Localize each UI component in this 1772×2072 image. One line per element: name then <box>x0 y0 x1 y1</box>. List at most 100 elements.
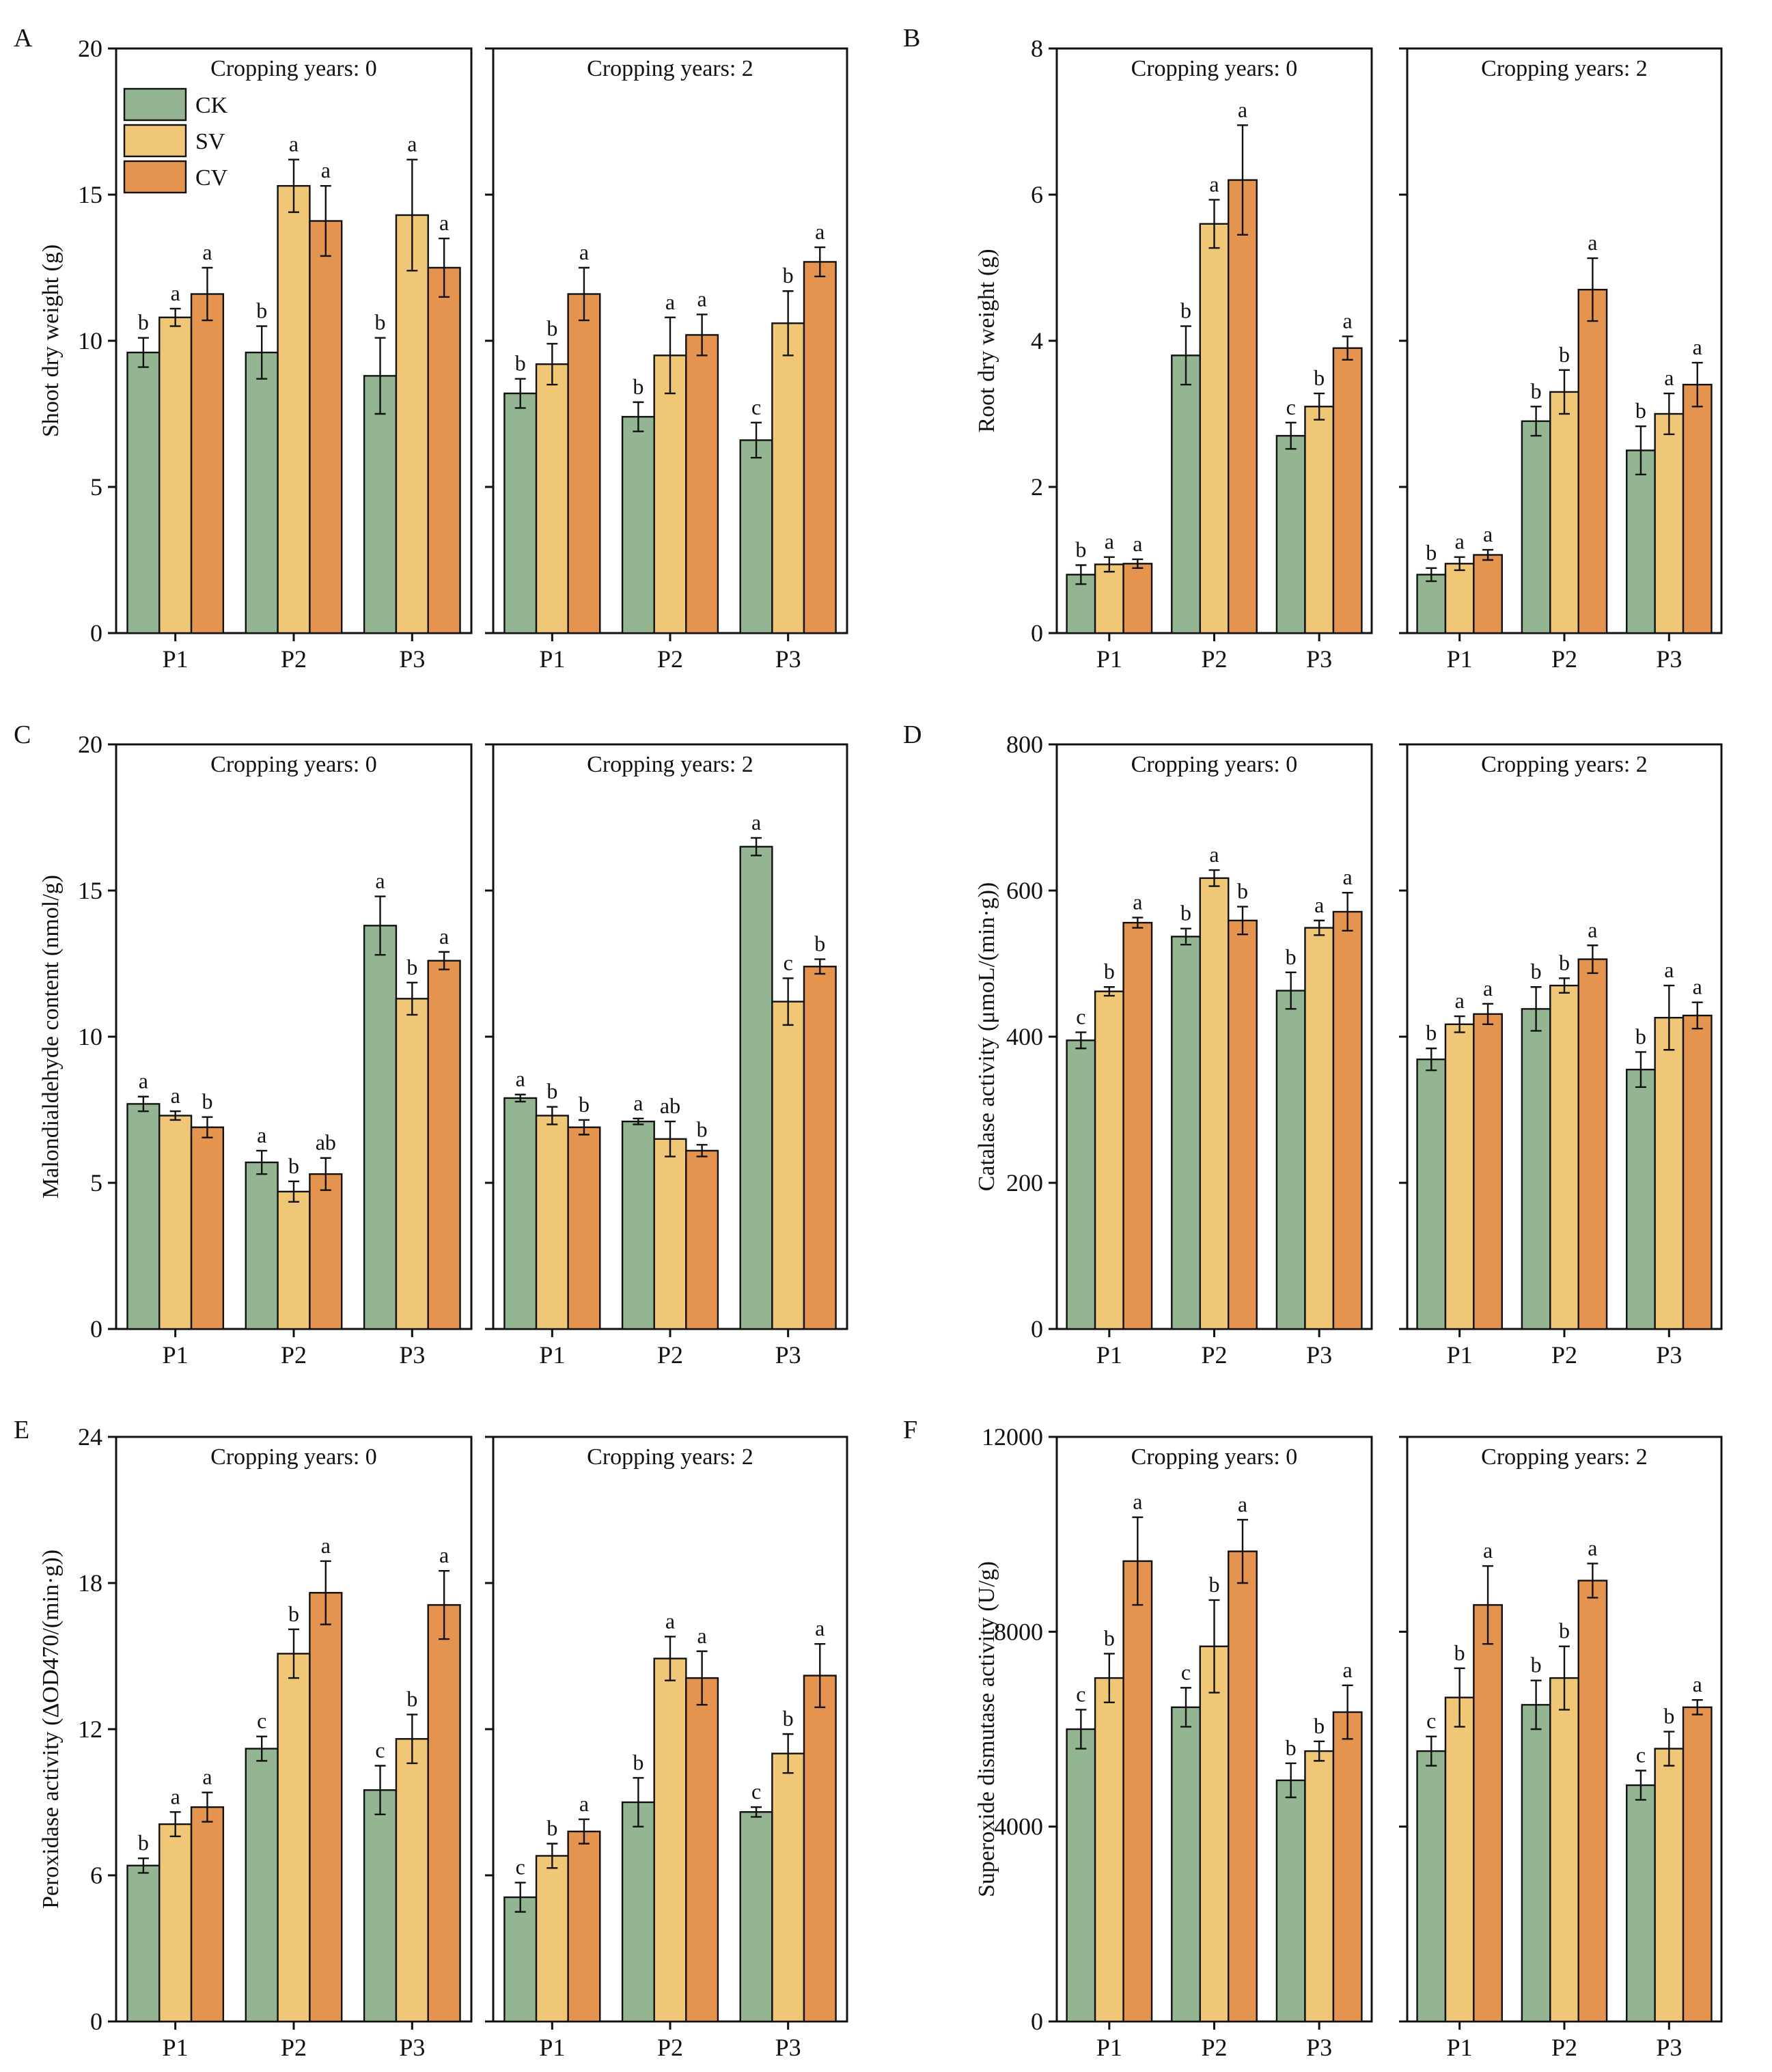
bar-cv <box>427 266 461 634</box>
bar-sv <box>535 1115 569 1330</box>
bar-cv <box>1228 1550 1258 2023</box>
significance-label: b <box>1531 959 1542 983</box>
significance-label: b <box>1209 1572 1220 1597</box>
panel-title: Cropping years: 2 <box>1481 56 1648 81</box>
significance-label: c <box>1181 1660 1191 1684</box>
x-tick-label: P3 <box>775 645 801 673</box>
significance-label: a <box>171 1784 180 1808</box>
x-tick-label: P1 <box>539 645 565 673</box>
bar-cv <box>1682 1014 1713 1330</box>
legend-swatch-cv <box>123 160 187 194</box>
y-tick-label: 12000 <box>982 1423 1043 1451</box>
significance-label: b <box>515 351 526 376</box>
significance-label: a <box>1343 309 1353 333</box>
y-tick-label: 4 <box>1031 327 1043 354</box>
y-axis-label: Malondialdehyde content (nmol/g) <box>38 875 64 1199</box>
bar-sv <box>1444 1023 1475 1330</box>
bar-ck <box>1626 1784 1656 2023</box>
bar-ck <box>739 439 773 634</box>
bar-ck <box>503 392 538 634</box>
legend-label: SV <box>195 129 225 154</box>
bar-cv <box>1228 919 1258 1330</box>
significance-label: a <box>665 290 675 314</box>
bar-cv <box>1577 288 1608 634</box>
significance-label: b <box>1314 1713 1325 1738</box>
significance-label: c <box>784 950 793 975</box>
panel-letter: E <box>14 1416 29 1444</box>
bar-cv <box>803 261 837 634</box>
significance-label: b <box>1559 1619 1570 1643</box>
x-tick-label: P2 <box>281 645 307 673</box>
significance-label: a <box>1238 97 1247 122</box>
significance-label: b <box>1104 959 1115 983</box>
significance-label: a <box>815 219 825 244</box>
significance-label: ab <box>660 1093 680 1118</box>
bar-ck <box>363 375 398 634</box>
significance-label: a <box>516 1067 525 1091</box>
bar-ck <box>363 1789 398 2023</box>
bar-sv <box>277 1653 311 2023</box>
x-tick-label: P3 <box>399 645 425 673</box>
bar-sv <box>1654 1748 1685 2023</box>
significance-label: b <box>633 1750 643 1774</box>
bar-cv <box>1682 384 1713 634</box>
bar-ck <box>245 351 279 634</box>
significance-label: b <box>1286 944 1297 969</box>
x-tick-label: P3 <box>1656 645 1682 673</box>
significance-label: c <box>1076 1681 1085 1706</box>
bar-sv <box>653 354 687 634</box>
bar-sv <box>653 1657 687 2023</box>
panel-letter: F <box>903 1416 917 1444</box>
significance-label: a <box>579 240 589 264</box>
significance-label: a <box>665 1608 675 1633</box>
significance-label: a <box>1209 171 1219 196</box>
bar-ck <box>1521 1704 1551 2023</box>
bar-ck <box>1416 1058 1447 1330</box>
bar-cv <box>803 1675 837 2023</box>
significance-label: a <box>1455 529 1465 554</box>
x-tick-label: P3 <box>1306 1341 1332 1369</box>
panel-title: Cropping years: 0 <box>210 752 377 777</box>
bar-sv <box>1444 563 1475 634</box>
y-tick-label: 600 <box>1006 877 1043 904</box>
x-tick-label: P3 <box>399 2034 425 2061</box>
y-tick-label: 0 <box>1031 619 1043 647</box>
x-tick-label: P2 <box>1551 1341 1577 1369</box>
bar-cv <box>190 1126 225 1330</box>
x-tick-label: P3 <box>399 1341 425 1369</box>
bar-ck <box>621 1801 655 2023</box>
y-tick-label: 18 <box>78 1569 102 1597</box>
x-tick-label: P3 <box>1306 2034 1332 2061</box>
bar-cv <box>685 334 719 634</box>
y-tick-label: 0 <box>90 1315 102 1343</box>
significance-label: b <box>202 1089 212 1114</box>
bar-sv <box>1304 927 1335 1330</box>
significance-label: b <box>546 1816 557 1840</box>
significance-label: b <box>1180 298 1191 323</box>
bar-cv <box>427 1604 461 2023</box>
x-tick-label: P1 <box>1096 2034 1122 2061</box>
significance-label: a <box>1483 522 1493 546</box>
x-tick-label: P2 <box>1551 645 1577 673</box>
bar-sv <box>1549 391 1579 634</box>
x-tick-label: P2 <box>1201 1341 1227 1369</box>
panel-letter: D <box>903 720 922 749</box>
significance-label: b <box>1426 1020 1437 1045</box>
x-tick-label: P3 <box>775 2034 801 2061</box>
significance-label: a <box>321 158 331 182</box>
significance-label: c <box>1286 395 1296 419</box>
significance-label: b <box>579 1092 590 1117</box>
significance-label: b <box>1075 537 1086 561</box>
bar-cv <box>427 960 461 1330</box>
legend-label: CV <box>195 165 228 191</box>
bar-cv <box>1332 1711 1363 2023</box>
significance-label: b <box>138 1830 149 1855</box>
significance-label: a <box>1483 976 1493 1000</box>
bar-ck <box>1521 1008 1551 1330</box>
bar-ck <box>245 1748 279 2023</box>
panel-title: Cropping years: 0 <box>210 56 377 81</box>
significance-label: b <box>783 263 794 288</box>
y-tick-label: 0 <box>90 619 102 647</box>
significance-label: a <box>375 869 385 893</box>
bar-cv <box>685 1677 719 2023</box>
